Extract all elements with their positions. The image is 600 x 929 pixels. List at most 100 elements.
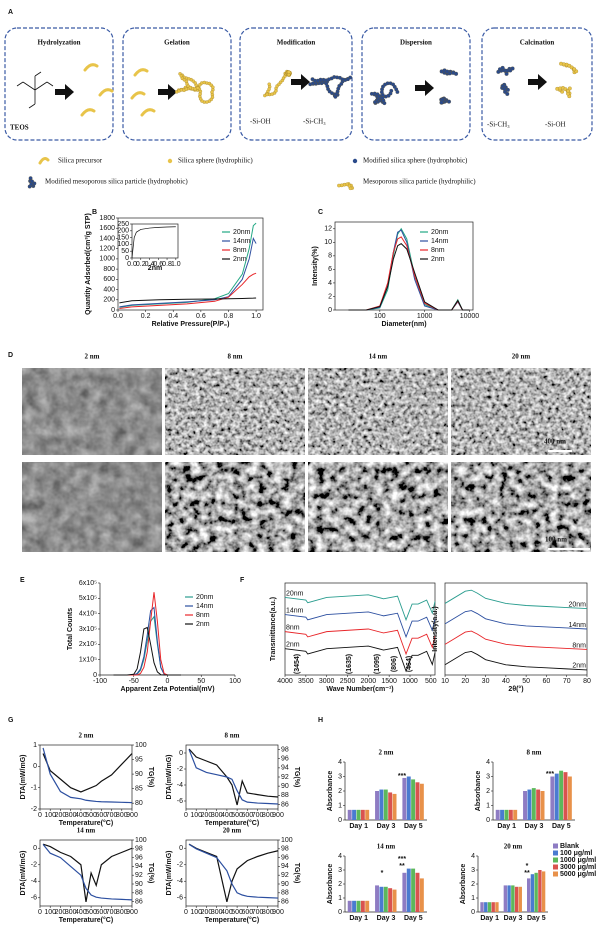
y-tick-label: 1200 <box>99 246 115 253</box>
legend-text: Modified mesoporous silica particle (hyd… <box>45 178 188 186</box>
x-tick-label: 900 <box>126 909 138 916</box>
bar <box>487 902 492 912</box>
bar <box>480 902 484 912</box>
bar <box>375 791 380 820</box>
bar <box>352 900 357 912</box>
x-tick-label: 700 <box>106 812 118 819</box>
bar <box>540 791 545 820</box>
x-tick-label: 50 <box>522 678 530 685</box>
legend-label: Blank <box>560 843 579 850</box>
series-line <box>188 748 279 806</box>
x-tick-label: Day 5 <box>404 915 423 922</box>
series-line <box>444 610 588 630</box>
series-line <box>188 843 279 899</box>
panel-label: D <box>8 352 13 359</box>
particle <box>500 65 505 70</box>
chart-title: 8 nm <box>225 732 240 740</box>
y-tick-label: 0 <box>338 909 342 916</box>
y-tick-label: -4 <box>177 782 183 789</box>
y2-tick-label: 90 <box>281 783 289 790</box>
x-tick-label: 500 <box>85 909 97 916</box>
x-tick-label: 200 <box>201 812 213 819</box>
x-axis-label: Wave Number(cm⁻¹) <box>326 686 393 693</box>
chart-title: 8 nm <box>527 749 542 757</box>
bar <box>415 782 420 820</box>
legend-label: 2nm <box>233 256 247 263</box>
arrow <box>415 80 434 96</box>
legend-label: 20nm <box>431 229 449 236</box>
y-tick-label: -6 <box>31 895 37 902</box>
step-title: Modification <box>277 39 316 47</box>
y-axis-label: DTA(mW/mG) <box>166 851 173 896</box>
y-tick-label: 0 <box>111 307 115 314</box>
y-tick-label: 3 <box>486 773 490 780</box>
y-tick-label: 2 <box>328 293 332 300</box>
series-line <box>42 843 133 902</box>
y-tick-label: -2 <box>31 806 37 813</box>
series-label: 20nm <box>286 590 304 597</box>
bar <box>383 886 388 912</box>
y2-tick-label: 86 <box>135 898 143 905</box>
y-tick-label: -1 <box>31 785 37 792</box>
y2-tick-label: 100 <box>281 837 293 844</box>
annotation: * <box>526 863 529 870</box>
bar <box>523 791 528 820</box>
plot-frame <box>185 839 279 907</box>
step-box <box>239 27 353 141</box>
bar <box>419 878 424 912</box>
particle <box>439 100 444 105</box>
annotation: ** <box>524 870 530 877</box>
y-axis-label: Intensity(%) <box>312 246 319 286</box>
x-tick-label: 100 <box>190 909 202 916</box>
legend-label: 8nm <box>196 612 210 619</box>
y-tick-label: 1 <box>33 742 37 749</box>
step-box <box>4 27 114 141</box>
series-line <box>119 297 257 304</box>
legend-text: Mesoporous silica particle (hydrophilic) <box>363 178 476 186</box>
legend-label: 14nm <box>233 238 251 245</box>
sem-texture <box>165 368 305 455</box>
annotation: (806) <box>391 656 398 672</box>
annotation: (1635) <box>346 654 353 674</box>
bar <box>360 809 365 820</box>
annotation: *** <box>546 771 554 778</box>
plot-frame <box>39 744 133 810</box>
bar <box>383 789 388 820</box>
x-tick-label: 0.6 <box>196 313 206 320</box>
x-tick-label: 0.8 <box>162 261 172 268</box>
bar <box>536 789 541 820</box>
bar <box>531 788 536 820</box>
precursor <box>80 108 96 117</box>
bar <box>375 885 380 912</box>
group-label: -Si-OH <box>545 121 566 129</box>
legend-label: 1000 μg/ml <box>560 857 596 864</box>
y2-axis-label: TG(%) <box>293 863 300 884</box>
y2-tick-label: 95 <box>135 756 143 763</box>
x-tick-label: 2000 <box>361 678 377 685</box>
x-tick-label: 500 <box>231 909 243 916</box>
x-tick-label: 0.0 <box>127 261 137 268</box>
x-tick-label: 300 <box>65 812 77 819</box>
series-line <box>188 843 279 903</box>
series-line <box>348 243 470 311</box>
x-tick-label: 0 <box>38 909 42 916</box>
y-tick-label: 2 <box>486 788 490 795</box>
series-line <box>42 844 133 901</box>
x-tick-label: 300 <box>211 909 223 916</box>
bar <box>347 809 352 820</box>
bar <box>352 809 357 820</box>
x-tick-label: 700 <box>106 909 118 916</box>
bar <box>530 874 535 912</box>
bar <box>360 900 365 912</box>
bar <box>347 900 352 912</box>
x-tick-label: 0.8 <box>224 313 234 320</box>
chart-title: 14 nm <box>377 843 396 851</box>
column-title: 14 nm <box>369 353 388 361</box>
x-tick-label: 1000 <box>417 313 433 320</box>
bar <box>514 886 519 912</box>
x-tick-label: 1.0 <box>171 261 181 268</box>
precursor <box>133 68 149 77</box>
y2-tick-label: 96 <box>281 854 289 861</box>
legend-swatch <box>553 843 558 849</box>
x-tick-label: 100 <box>44 812 56 819</box>
